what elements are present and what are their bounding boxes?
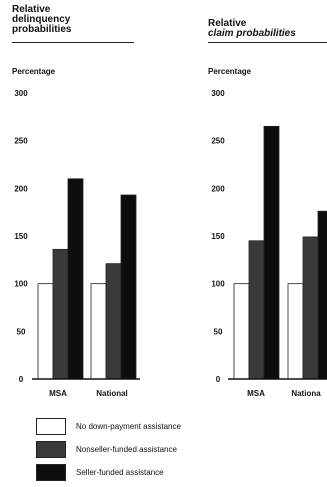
right-y-tick-label: 200 (211, 184, 225, 193)
right-x-category-label: Nationa (291, 389, 321, 398)
right-title-rule (208, 42, 327, 43)
legend-label-seller: Seller-funded assistance (76, 468, 164, 477)
left-x-category-label: MSA (49, 389, 67, 398)
left-bar-national-no-assistance (90, 283, 107, 380)
left-y-tick-label: 300 (14, 89, 28, 98)
left-y-tick-label: 150 (14, 232, 28, 241)
right-y-axis-label: Percentage (208, 67, 252, 76)
right-bar-msa-no-assistance (233, 283, 250, 380)
left-bar-national-nonseller (105, 263, 122, 380)
right-chart-title: Relative claim probabilities (208, 19, 296, 39)
right-bar-nationa-seller (317, 210, 327, 380)
right-bar-msa-seller (263, 125, 280, 380)
left-y-tick-label: 50 (17, 327, 26, 336)
right-y-tick-label: 0 (216, 375, 221, 384)
right-title-line-1: Relative (208, 18, 247, 29)
right-bar-nationa-no-assistance (287, 283, 304, 380)
left-x-category-label: National (96, 389, 128, 398)
right-y-tick-label: 300 (211, 89, 225, 98)
legend-label-no-assistance: No down-payment assistance (76, 422, 181, 431)
legend-swatch-no-assistance (36, 418, 66, 435)
legend-swatch-seller (36, 464, 66, 481)
legend-label-nonseller: Nonseller-funded assistance (76, 445, 177, 454)
right-title-line-2: claim probabilities (208, 28, 296, 39)
left-y-tick-label: 250 (14, 137, 28, 146)
right-y-tick-label: 150 (211, 232, 225, 241)
right-y-tick-label: 250 (211, 137, 225, 146)
right-bar-nationa-nonseller (302, 236, 319, 380)
left-bar-msa-no-assistance (37, 283, 54, 380)
left-y-axis-label: Percentage (12, 67, 56, 76)
left-y-tick-label: 0 (19, 375, 24, 384)
left-title-line-2: delinquency (12, 14, 71, 25)
left-title-line-3: probabilities (12, 24, 72, 35)
right-bar-msa-nonseller (248, 240, 265, 380)
left-chart-title: Relative delinquency probabilities (12, 5, 71, 35)
left-bar-msa-nonseller (52, 248, 69, 380)
right-y-tick-label: 50 (214, 327, 223, 336)
legend-swatch-nonseller (36, 441, 66, 458)
right-y-tick-label: 100 (211, 280, 225, 289)
left-title-rule (12, 42, 134, 43)
left-bar-national-seller (120, 194, 137, 380)
charts-canvas: 300 250 200 150 100 50 0 MSA National 300 250 200 15… (14, 89, 327, 398)
right-x-category-label: MSA (247, 389, 265, 398)
left-bar-msa-seller (67, 178, 84, 380)
left-y-tick-label: 100 (14, 280, 28, 289)
left-title-line-1: Relative (12, 4, 51, 15)
left-y-tick-label: 200 (14, 184, 28, 193)
